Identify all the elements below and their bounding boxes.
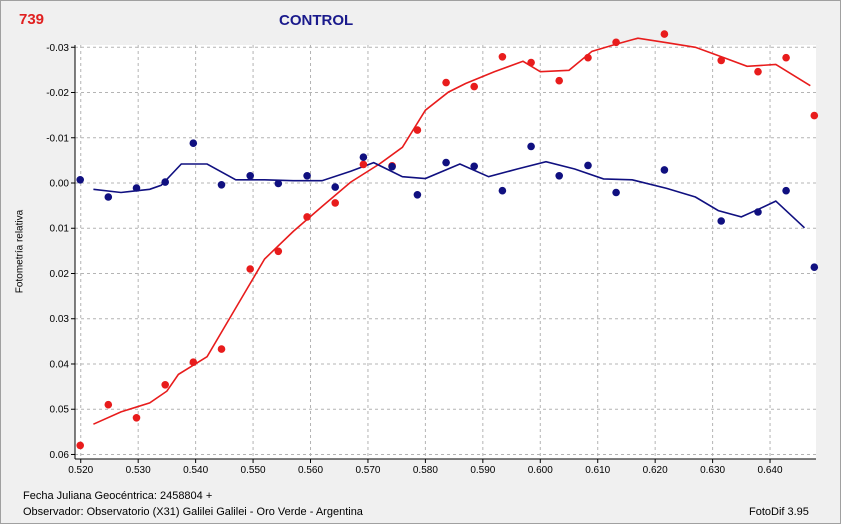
- y-tick-label: 0.03: [50, 314, 70, 325]
- series-1-data-point: [189, 358, 198, 367]
- series-2-data-point: [217, 181, 226, 189]
- series-1-data-point: [442, 78, 450, 87]
- x-tick-label: 0.540: [183, 465, 208, 476]
- data-points: [76, 30, 819, 450]
- series-1-data-point: [359, 160, 368, 169]
- y-tick-label: 0.01: [50, 224, 70, 235]
- x-tick-label: 0.570: [355, 465, 380, 476]
- series-1-data-point: [274, 247, 283, 256]
- y-tick-label: -0.03: [46, 43, 69, 54]
- series-1-data-point: [413, 126, 422, 134]
- series-1-data-point: [527, 58, 535, 67]
- y-tick-label: 0.06: [50, 450, 70, 461]
- series-1-data-point: [782, 53, 790, 62]
- plot-area: [75, 45, 816, 459]
- series-2-data-point: [527, 142, 535, 151]
- series-2-data-point: [470, 162, 479, 171]
- x-tick-label: 0.640: [758, 465, 783, 476]
- series-2-data-point: [274, 179, 283, 188]
- x-tick-label: 0.590: [470, 465, 495, 476]
- series-1-data-point: [104, 400, 113, 409]
- axes: [74, 45, 816, 460]
- series-2-data-point: [388, 162, 396, 171]
- series-1-data-point: [76, 441, 84, 450]
- x-tick-label: 0.620: [643, 465, 668, 476]
- x-tick-label: 0.530: [126, 465, 151, 476]
- x-tick-label: 0.600: [528, 465, 553, 476]
- series-2-data-point: [810, 263, 819, 272]
- x-tick-label: 0.550: [241, 465, 266, 476]
- x-tick-label: 0.630: [700, 465, 725, 476]
- series-2-data-point: [104, 193, 113, 201]
- y-tick-label: 0.02: [50, 269, 70, 280]
- series-2-data-point: [246, 172, 254, 180]
- series-2-data-point: [782, 186, 790, 195]
- series-1-data-point: [660, 30, 669, 38]
- trend-lines: [93, 37, 811, 425]
- chart-title: CONTROL: [279, 12, 354, 29]
- series-2-data-point: [612, 188, 620, 197]
- series-2-data-point: [498, 186, 507, 195]
- series-2-data-point: [161, 178, 169, 186]
- series-1-data-point: [217, 345, 226, 353]
- series-2-data-point: [754, 208, 762, 216]
- observer-label: Observador: Observatorio (X31) Galilei G…: [23, 506, 363, 518]
- series-1-data-point: [132, 414, 141, 422]
- series-2-data-point: [331, 183, 340, 191]
- x-tick-label: 0.520: [68, 465, 93, 476]
- series-2-trend-line: [93, 160, 806, 229]
- series-1-data-point: [246, 265, 254, 273]
- series-1-data-point: [470, 82, 479, 91]
- series-2-data-point: [442, 158, 450, 167]
- series-2-data-point: [413, 191, 422, 199]
- y-tick-label: 0.04: [50, 359, 70, 370]
- grid-lines: [75, 45, 816, 459]
- series-1-data-point: [810, 111, 819, 120]
- series-2-data-point: [660, 166, 669, 174]
- series-2-data-point: [303, 172, 311, 180]
- x-tick-label: 0.560: [298, 465, 323, 476]
- y-tick-label: 0.00: [50, 179, 70, 190]
- series-1-data-point: [331, 199, 340, 207]
- series-2-data-point: [76, 176, 84, 184]
- software-label: FotoDif 3.95: [749, 506, 809, 518]
- series-2-data-point: [584, 161, 592, 170]
- series-1-data-point: [303, 213, 311, 221]
- tick-labels: 0.520 0.530 0.540 0.550 0.560 0.570 0.580 0.590…: [46, 43, 783, 476]
- series-1-data-point: [161, 381, 169, 389]
- series-2-data-point: [359, 153, 368, 161]
- y-tick-label: 0.05: [50, 405, 70, 416]
- series-1-trend-line: [93, 37, 811, 425]
- series-1-data-point: [555, 76, 563, 85]
- series-1-data-point: [584, 53, 592, 62]
- series-2-data-point: [189, 139, 198, 147]
- y-tick-label: -0.02: [46, 88, 69, 99]
- series-1-data-point: [612, 38, 620, 47]
- series-2-data-point: [132, 184, 141, 192]
- series-1-data-point: [717, 56, 725, 65]
- x-tick-label: 0.580: [413, 465, 438, 476]
- x-axis-label: Fecha Juliana Geocéntrica: 2458804 +: [23, 490, 213, 502]
- series-1-data-point: [498, 53, 507, 61]
- x-tick-label: 0.610: [585, 465, 610, 476]
- star-id-label: 739: [19, 11, 45, 28]
- series-1-data-point: [754, 67, 762, 76]
- y-tick-label: -0.01: [46, 133, 69, 144]
- series-2-data-point: [555, 172, 563, 180]
- series-2-data-point: [717, 217, 725, 225]
